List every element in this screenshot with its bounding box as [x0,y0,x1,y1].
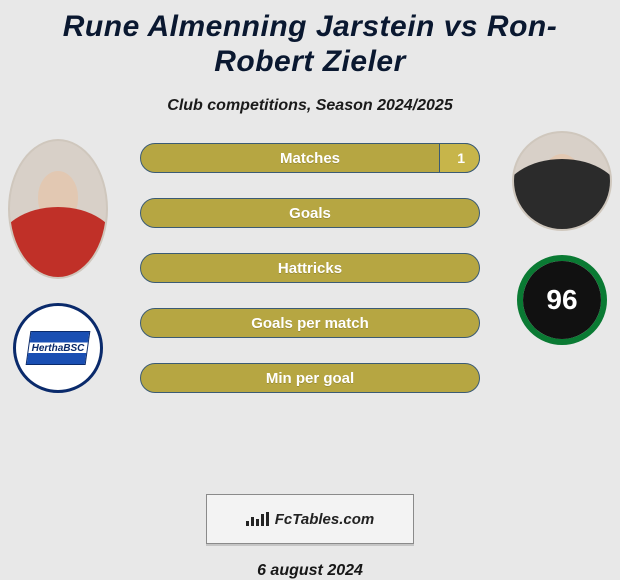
stat-bar-goals-per-match: Goals per match [140,308,480,338]
stat-bar-hattricks: Hattricks [140,253,480,283]
club-right-badge-text: 96 [523,261,601,339]
subtitle: Club competitions, Season 2024/2025 [167,97,452,115]
brand-card: FcTables.com [206,494,414,544]
stat-bar-matches: Matches 1 [140,143,480,173]
club-right-badge: 96 [517,255,607,345]
stat-label: Hattricks [278,260,342,277]
stat-label: Goals per match [251,315,369,332]
stat-label: Min per goal [266,370,354,387]
stat-label: Matches [280,150,340,167]
stat-bar-goals: Goals [140,198,480,228]
player-left-avatar [8,139,108,279]
comparison-body: HerthaBSC Matches 1 Goals Hattricks Goal… [0,139,620,458]
page-title: Rune Almenning Jarstein vs Ron-Robert Zi… [0,10,620,79]
stat-value-right: 1 [457,150,465,166]
right-column: 96 [512,131,612,345]
left-column: HerthaBSC [8,139,108,393]
club-left-badge-text: HerthaBSC [32,343,85,354]
date-text: 6 august 2024 [257,562,363,580]
brand-text: FcTables.com [275,511,374,528]
stat-bars: Matches 1 Goals Hattricks Goals per matc… [140,143,480,393]
chart-icon [246,512,269,526]
club-left-badge: HerthaBSC [13,303,103,393]
player-right-avatar [512,131,612,231]
stat-bar-min-per-goal: Min per goal [140,363,480,393]
stat-label: Goals [289,205,331,222]
